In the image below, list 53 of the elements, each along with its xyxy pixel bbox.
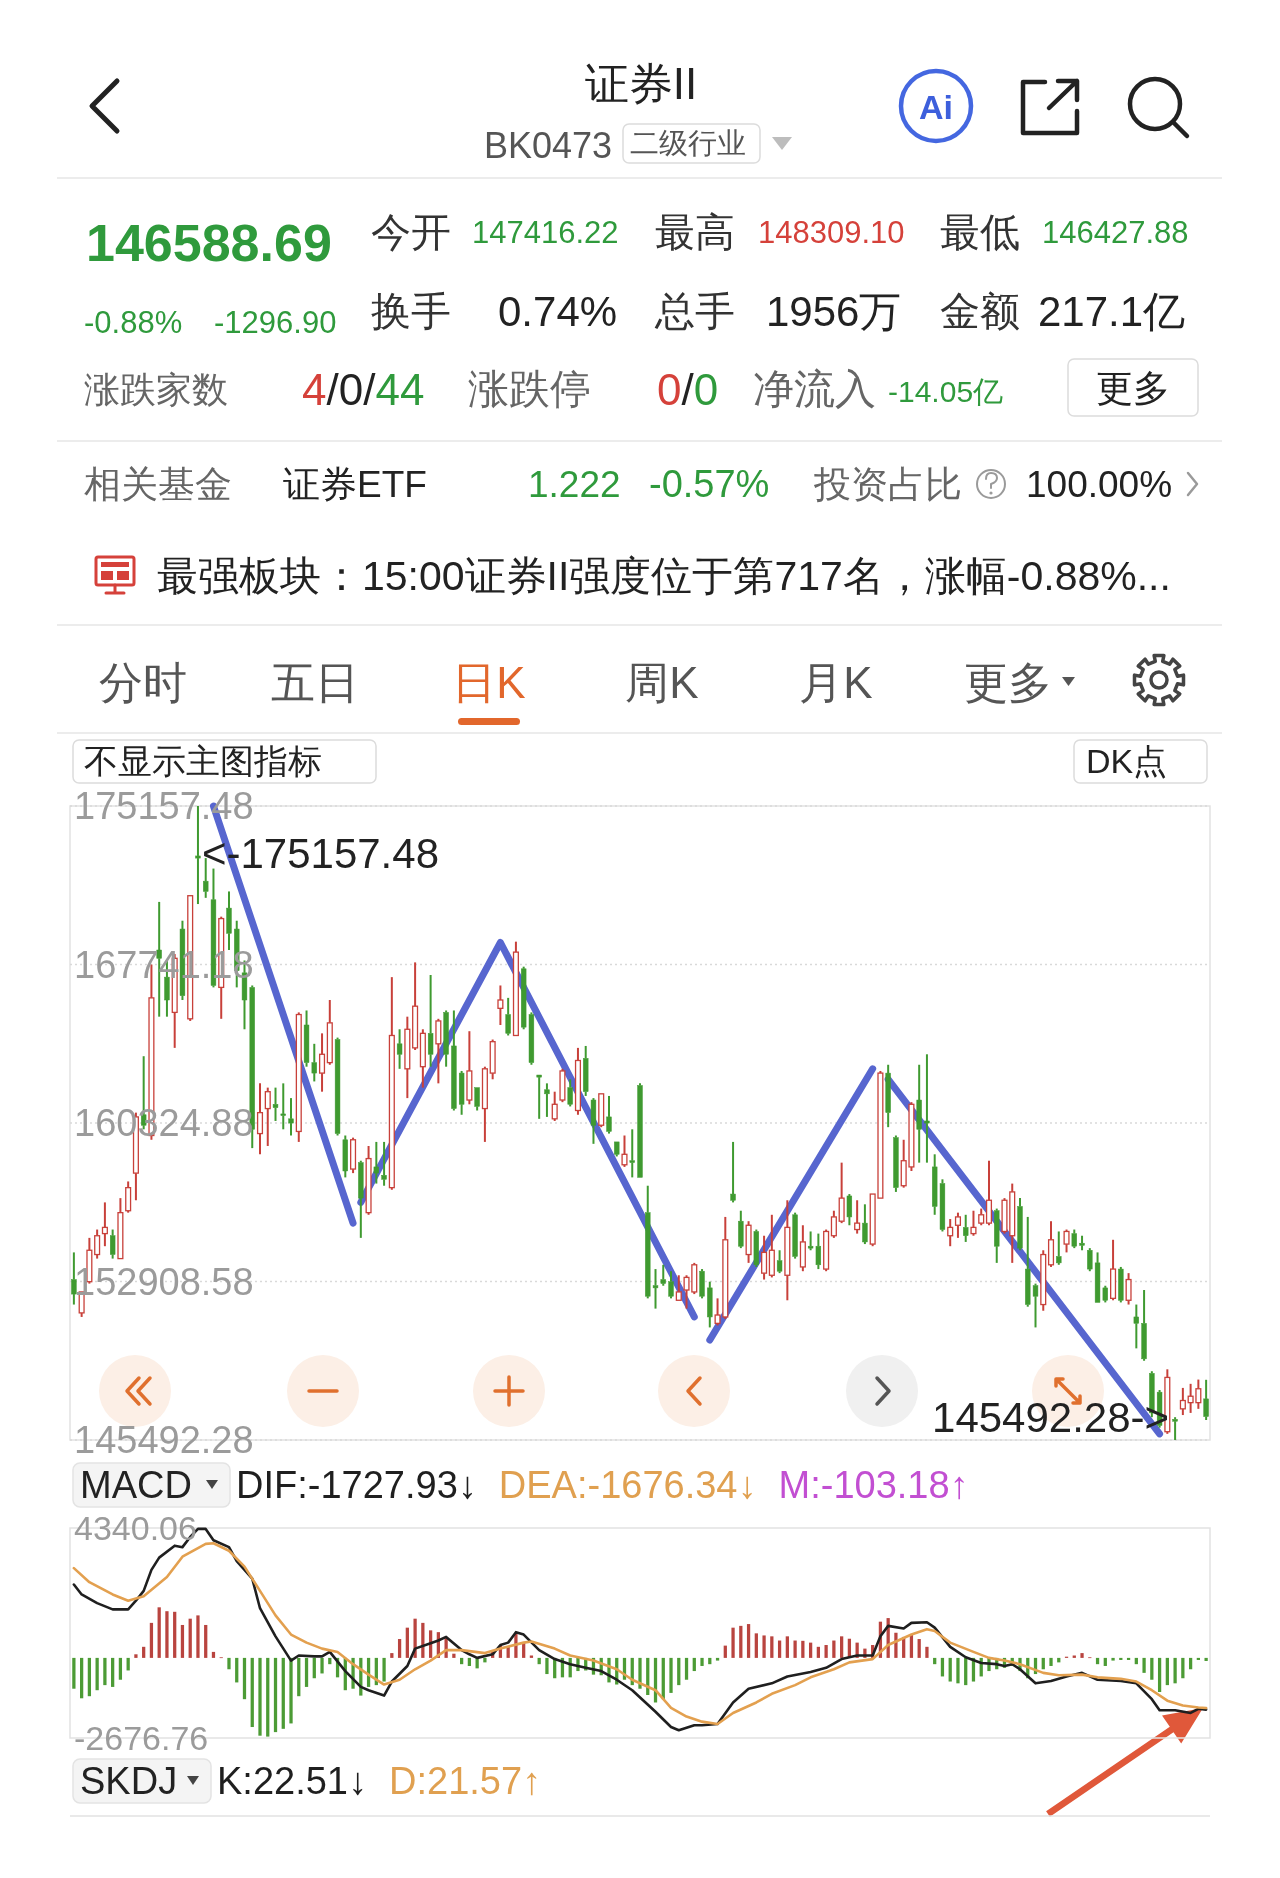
y-tick-label: -2676.76	[74, 1719, 209, 1757]
text: 日K	[452, 657, 526, 707]
text: D:21.57↑	[389, 1760, 542, 1802]
text: 换手	[371, 289, 451, 333]
text: 五日	[271, 657, 359, 707]
text: 最强板块：15:00证券II强度位于第717名，涨幅-0.88%...	[157, 553, 1171, 599]
text: -0.57%	[649, 463, 770, 505]
text: 不显示主图指标	[84, 742, 322, 780]
text: 146588.69	[86, 214, 332, 272]
text: -1296.90	[214, 304, 337, 340]
text: 最高	[655, 210, 735, 254]
text: 周K	[625, 657, 699, 707]
text: -0.88%	[84, 304, 183, 340]
text: SKDJ	[80, 1760, 178, 1802]
text: 投资占比	[813, 463, 962, 505]
text: 月K	[799, 657, 873, 707]
text: 分时	[99, 657, 187, 707]
text: BK0473	[484, 124, 613, 166]
text: 0.74%	[498, 287, 618, 335]
text: Ai	[919, 88, 953, 126]
text: 总手	[654, 289, 735, 333]
text: 净流入	[753, 366, 876, 412]
text: 更多	[964, 657, 1052, 707]
text: 100.00%	[1026, 463, 1173, 505]
text: 4/0/44	[302, 364, 425, 414]
text: 相关基金	[84, 463, 232, 505]
text: 0/0	[657, 364, 719, 414]
text: 二级行业	[630, 127, 746, 159]
text: 最低	[940, 210, 1020, 254]
y-tick-label: 145492.28	[74, 1419, 254, 1461]
text: M:-103.18↑	[778, 1464, 969, 1506]
text: 证券ETF	[283, 463, 427, 505]
text: DK点	[1086, 742, 1168, 780]
text: -14.05亿	[888, 374, 1004, 408]
text: 1956万	[766, 287, 902, 335]
text: 金额	[940, 289, 1020, 333]
chart-title: MACD	[80, 1464, 192, 1506]
text: 1.222	[528, 463, 621, 505]
text: 更多	[1096, 367, 1170, 409]
text: DIF:-1727.93↓	[236, 1464, 477, 1506]
text: 证券II	[584, 58, 698, 108]
text: K:22.51↓	[217, 1760, 367, 1802]
y-tick-label: 175157.48	[74, 785, 254, 827]
y-tick-label: 4340.06	[74, 1509, 197, 1547]
text: 217.1亿	[1038, 287, 1186, 335]
text: 涨跌停	[468, 366, 591, 412]
y-tick-label: 152908.58	[74, 1260, 254, 1303]
text: 涨跌家数	[84, 368, 228, 410]
text: 148309.10	[758, 214, 905, 250]
text: 146427.88	[1042, 214, 1189, 250]
text: 今开	[371, 210, 451, 254]
text: DEA:-1676.34↓	[498, 1464, 757, 1506]
text: 147416.22	[472, 214, 619, 250]
